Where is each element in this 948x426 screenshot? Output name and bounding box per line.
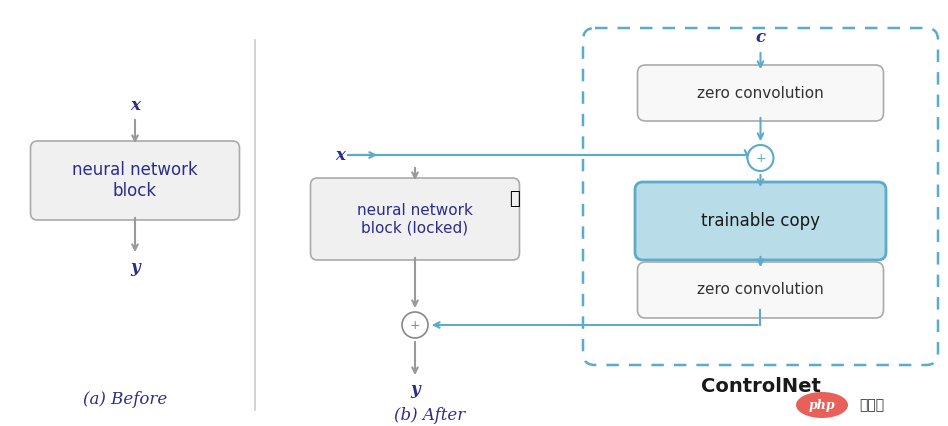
Ellipse shape — [796, 392, 848, 418]
Circle shape — [402, 312, 428, 338]
Text: 中文网: 中文网 — [860, 398, 884, 412]
Text: c: c — [756, 29, 766, 46]
FancyBboxPatch shape — [637, 65, 884, 121]
Text: (b) After: (b) After — [394, 406, 465, 423]
Text: x: x — [335, 147, 345, 164]
Text: y: y — [130, 259, 139, 276]
Text: neural network
block (locked): neural network block (locked) — [357, 203, 473, 235]
Text: neural network
block: neural network block — [72, 161, 198, 200]
Text: php: php — [809, 399, 835, 412]
Text: x: x — [130, 97, 140, 113]
Text: zero convolution: zero convolution — [697, 282, 824, 297]
Text: +: + — [410, 319, 420, 332]
Text: ControlNet: ControlNet — [701, 377, 820, 397]
Text: 🔒: 🔒 — [509, 190, 520, 208]
FancyBboxPatch shape — [635, 182, 886, 260]
FancyBboxPatch shape — [30, 141, 240, 220]
FancyBboxPatch shape — [311, 178, 520, 260]
Circle shape — [748, 145, 774, 171]
FancyBboxPatch shape — [637, 262, 884, 318]
Text: zero convolution: zero convolution — [697, 86, 824, 101]
Text: y: y — [410, 382, 420, 398]
Text: +: + — [756, 152, 766, 165]
Text: trainable copy: trainable copy — [701, 212, 820, 230]
Text: (a) Before: (a) Before — [82, 391, 167, 409]
